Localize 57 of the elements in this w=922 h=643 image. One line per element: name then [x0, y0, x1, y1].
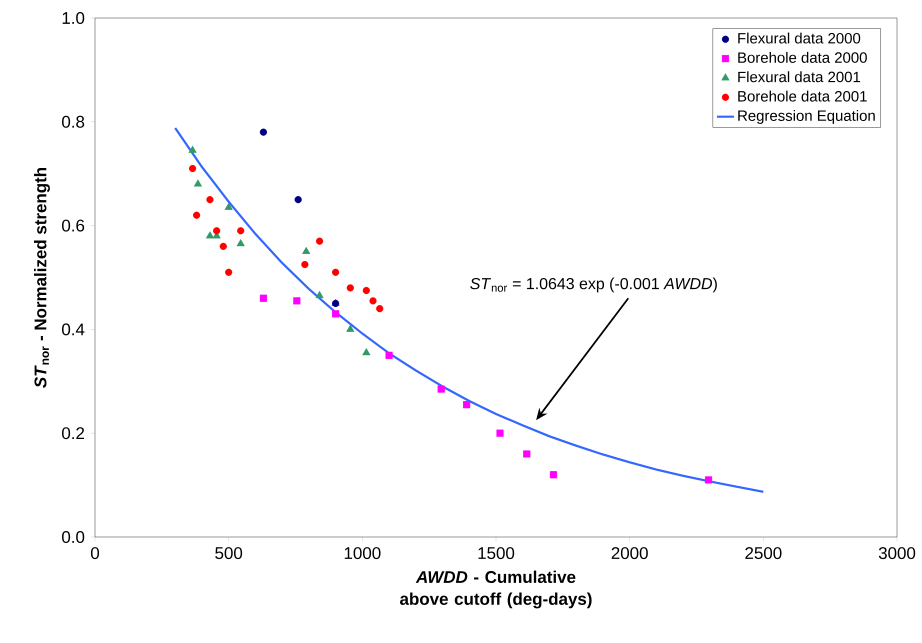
point	[523, 450, 530, 458]
point	[193, 212, 200, 219]
point	[385, 352, 393, 359]
x-tick-label: 3000	[878, 547, 916, 560]
y-axis-title: ST$_{nor}$ - Normalized strength	[34, 168, 50, 388]
annotation: ST$_{nor}$ = 1.0643 exp (-0.001 AWDD)	[470, 278, 717, 292]
legend-label: Regression Equation	[738, 110, 875, 124]
point	[194, 179, 202, 187]
x-tick-label: 0	[90, 547, 100, 560]
point	[260, 294, 268, 302]
y-tick-label: 0.4	[62, 323, 84, 336]
point	[376, 305, 384, 312]
point	[237, 227, 244, 234]
point	[316, 238, 324, 245]
point	[301, 260, 308, 268]
x-tick-label: 2000	[612, 547, 648, 560]
point	[260, 128, 268, 136]
point	[332, 268, 340, 276]
point	[704, 476, 712, 484]
point	[224, 202, 233, 210]
point	[225, 268, 232, 276]
point	[496, 430, 504, 437]
legend-label: Flexural data 2000	[738, 32, 860, 44]
point	[362, 286, 370, 294]
point	[293, 297, 300, 304]
point	[188, 146, 197, 153]
point	[346, 284, 354, 292]
point	[332, 310, 340, 318]
point	[550, 471, 558, 478]
x-tick-label: 2500	[745, 547, 782, 560]
y-tick-label: 1.0	[62, 12, 84, 24]
x-tick-label: 500	[215, 547, 242, 560]
y-tick-label: 0.0	[62, 531, 84, 544]
point	[369, 297, 377, 304]
point	[206, 196, 214, 204]
point	[362, 348, 370, 356]
y-tick-label: 0.6	[62, 220, 84, 232]
x-tick-label: 1000	[344, 547, 381, 560]
legend-label: Flexural data 2001	[738, 71, 860, 82]
point	[220, 242, 227, 250]
point	[294, 196, 302, 204]
point	[213, 227, 220, 234]
legend-label: Borehole data 2001	[738, 90, 867, 102]
point	[315, 290, 324, 298]
y-tick-label: 0.2	[62, 427, 84, 440]
point	[188, 164, 196, 172]
x-axis-title: AWDD - Cumulative above cutoff (deg-days)	[400, 570, 592, 608]
legend-label: Borehole data 2000	[738, 52, 867, 63]
point	[236, 239, 245, 246]
point	[302, 246, 310, 254]
point	[463, 401, 470, 408]
y-tick-label: 0.8	[62, 116, 84, 128]
x-tick-label: 1500	[478, 547, 514, 560]
point	[206, 231, 214, 238]
point	[346, 324, 354, 332]
line-series	[174, 126, 764, 493]
point	[438, 385, 445, 393]
